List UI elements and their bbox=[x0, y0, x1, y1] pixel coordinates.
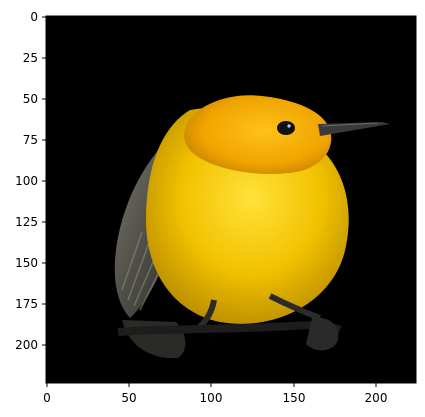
y-tick-label: 150 bbox=[15, 256, 38, 270]
axes-frame bbox=[45, 15, 417, 384]
y-tick-label: 50 bbox=[23, 92, 38, 106]
branch-knot bbox=[306, 317, 339, 351]
y-tick-label: 25 bbox=[23, 51, 38, 65]
x-tick-label: 200 bbox=[365, 391, 388, 405]
y-axis: 0 25 50 75 100 125 150 175 200 bbox=[15, 10, 46, 352]
x-axis: 0 50 100 150 200 bbox=[43, 383, 387, 405]
x-tick-label: 100 bbox=[200, 391, 223, 405]
y-tick-label: 100 bbox=[15, 174, 38, 188]
y-tick-label: 200 bbox=[15, 338, 38, 352]
x-tick-label: 50 bbox=[121, 391, 136, 405]
eye-glint bbox=[287, 124, 291, 128]
bird-eye bbox=[277, 121, 295, 135]
beak-highlight bbox=[321, 122, 379, 127]
bird-head bbox=[184, 95, 332, 174]
y-tick-label: 0 bbox=[30, 10, 38, 24]
bird-leg-right bbox=[268, 293, 322, 321]
bird-photo bbox=[46, 16, 416, 383]
y-tick-label: 75 bbox=[23, 133, 38, 147]
x-tick-label: 0 bbox=[43, 391, 51, 405]
y-tick-label: 125 bbox=[15, 215, 38, 229]
wing-feather-lines bbox=[121, 231, 169, 311]
x-tick-label: 150 bbox=[283, 391, 306, 405]
y-tick-label: 175 bbox=[15, 297, 38, 311]
